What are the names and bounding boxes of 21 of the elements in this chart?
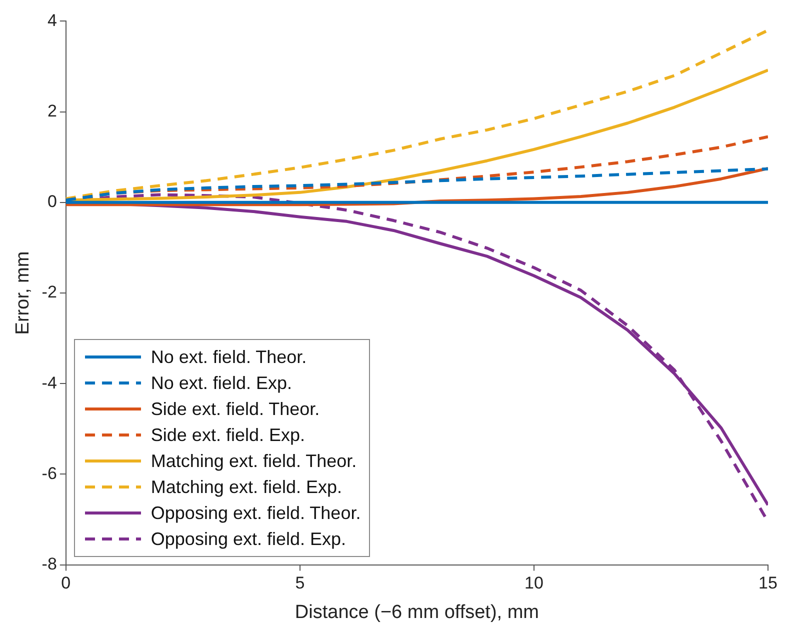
legend-label: Opposing ext. field. Exp. (150, 528, 346, 551)
y-tick-label: 0 (47, 192, 57, 212)
y-tick-label: -2 (42, 282, 57, 302)
x-axis-title: Distance (−6 mm offset), mm (294, 602, 539, 623)
y-axis-title: Error, mm (12, 251, 34, 335)
y-tick-label: 4 (47, 10, 57, 30)
x-tick-label: 15 (758, 574, 778, 593)
legend-label: Side ext. field. Exp. (150, 424, 305, 447)
y-tick-label: 2 (47, 101, 57, 120)
legend-label: No ext. field. Theor. (150, 346, 307, 369)
x-tick-label: 5 (295, 574, 305, 593)
y-tick-label: -8 (42, 554, 57, 574)
legend-label: Opposing ext. field. Theor. (150, 502, 361, 525)
x-tick-label: 10 (524, 574, 544, 593)
legend-label: Matching ext. field. Exp. (150, 476, 342, 499)
y-tick-label: -4 (42, 373, 57, 392)
legend-label: Side ext. field. Theor. (150, 398, 320, 421)
legend-label: No ext. field. Exp. (150, 372, 292, 395)
legend-label: Matching ext. field. Theor. (150, 450, 357, 473)
y-tick-label: -6 (42, 464, 57, 483)
x-tick-label: 0 (61, 574, 71, 593)
